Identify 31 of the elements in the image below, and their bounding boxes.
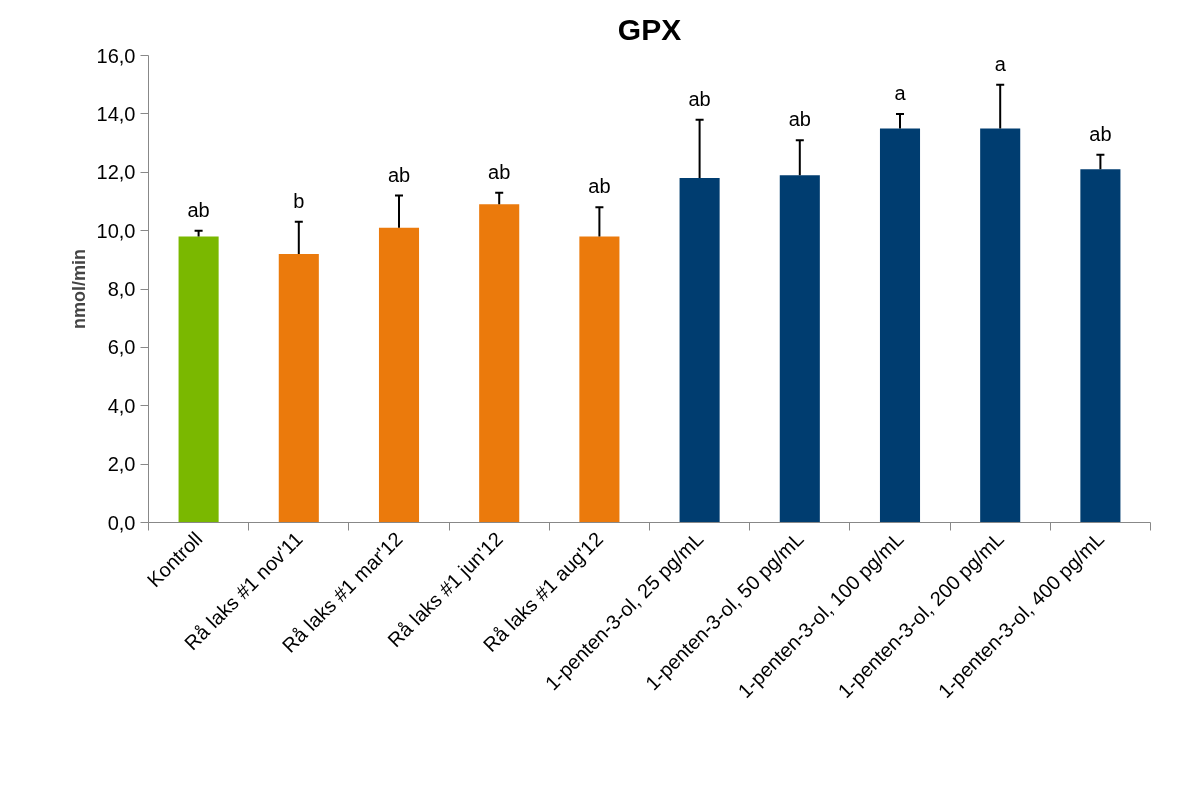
annotation: ab <box>1089 122 1112 145</box>
y-tick-label: 8,0 <box>107 278 136 300</box>
y-tick-label: 10,0 <box>96 219 136 242</box>
bar <box>980 128 1021 523</box>
y-tick-label: 16,0 <box>96 44 136 67</box>
y-tick-label: 12,0 <box>96 161 136 184</box>
annotation: a <box>894 81 907 104</box>
bar <box>579 236 620 523</box>
bar <box>178 236 219 523</box>
annotation: ab <box>488 160 511 183</box>
annotation: ab <box>688 87 711 110</box>
bar <box>278 253 319 523</box>
annotation: ab <box>387 163 411 186</box>
bar <box>779 175 820 523</box>
annotation: a <box>994 52 1007 75</box>
bar <box>1080 169 1121 523</box>
bar <box>479 204 520 523</box>
y-tick-label: 6,0 <box>107 336 136 359</box>
annotation: ab <box>588 175 611 198</box>
y-tick-label: 14,0 <box>96 102 136 125</box>
bar <box>879 128 921 523</box>
annotation: ab <box>788 108 811 131</box>
chart-title: GPX <box>617 12 682 46</box>
y-axis-title: nmol/min <box>68 249 89 329</box>
bar <box>679 178 720 523</box>
y-tick-label: 4,0 <box>107 394 136 417</box>
y-tick-label: 2,0 <box>107 453 136 476</box>
annotation: b <box>293 189 305 212</box>
annotation: ab <box>187 198 210 221</box>
bar <box>378 227 420 523</box>
y-tick-label: 0,0 <box>107 511 136 534</box>
